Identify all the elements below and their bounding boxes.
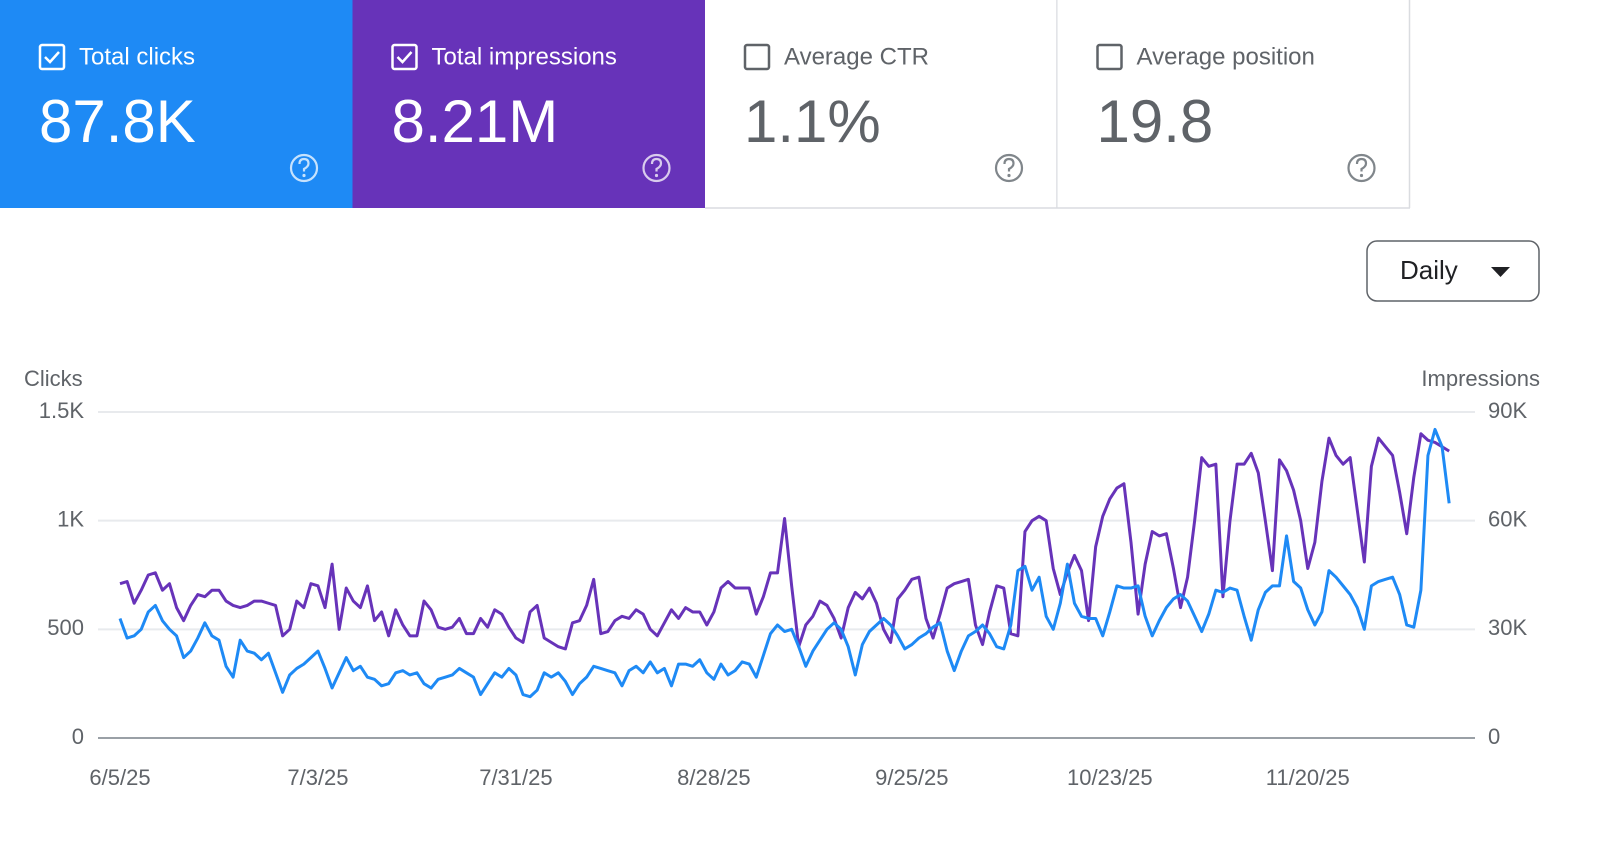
help-dot (1359, 173, 1364, 178)
metric-card[interactable]: Total impressions 8.21M (352, 0, 706, 208)
x-tick-label: 8/28/25 (677, 765, 750, 790)
help-circle[interactable] (994, 153, 1024, 183)
card-value: 1.1% (744, 88, 881, 155)
card-background[interactable] (705, 0, 1058, 208)
card-value: 8.21M (392, 88, 559, 155)
checkbox[interactable] (1096, 43, 1123, 71)
y-tick-label: 0 (72, 724, 84, 749)
help-icon[interactable] (994, 153, 1024, 183)
y-tick-label: 1K (57, 506, 84, 531)
checkbox[interactable] (391, 43, 418, 71)
y-tick-label: 60K (1488, 506, 1527, 531)
card-background[interactable] (1057, 0, 1411, 208)
checkmark (44, 51, 60, 64)
help-icon[interactable] (642, 153, 671, 183)
help-mark (1355, 157, 1368, 172)
help-circle[interactable] (1347, 153, 1376, 183)
x-tick-label: 6/5/25 (89, 765, 150, 790)
card-label: Total impressions (432, 43, 617, 70)
metric-card[interactable]: Average CTR 1.1% (705, 0, 1058, 209)
card-label: Average CTR (784, 43, 929, 70)
x-tick-label: 9/25/25 (875, 765, 948, 790)
checkmark (396, 51, 413, 64)
help-circle[interactable] (642, 153, 671, 183)
help-icon[interactable] (1347, 153, 1376, 183)
card-value: 87.8K (39, 88, 196, 155)
help-dot (654, 173, 659, 178)
checkbox[interactable] (743, 43, 771, 71)
card-label: Total clicks (79, 43, 195, 70)
series-line (119, 432, 1450, 651)
help-dot (302, 173, 306, 178)
y-tick-label: 0 (1488, 724, 1500, 749)
dropdown-box[interactable] (1366, 240, 1540, 302)
x-tick-label: 11/20/25 (1266, 765, 1350, 790)
help-mark (1003, 157, 1015, 172)
metric-card[interactable]: Average position 19.8 (1057, 0, 1411, 209)
y-tick-label: 1.5K (39, 398, 85, 423)
y-tick-label: 30K (1488, 615, 1527, 640)
help-circle[interactable] (289, 153, 319, 183)
help-mark (298, 157, 310, 172)
card-background[interactable] (0, 0, 353, 208)
card-value: 19.8 (1097, 88, 1214, 155)
dropdown-label[interactable]: Daily (1400, 255, 1458, 285)
y-tick-label: 500 (47, 615, 84, 640)
y2-axis-title: Impressions (1421, 366, 1540, 391)
metric-card[interactable]: Total clicks 87.8K (0, 0, 353, 208)
x-tick-label: 7/31/25 (479, 765, 552, 790)
period-dropdown[interactable]: Daily (1366, 240, 1540, 302)
x-tick-label: 10/23/25 (1067, 765, 1153, 790)
dropdown-arrow[interactable] (1491, 267, 1510, 277)
help-mark (650, 157, 663, 172)
card-background[interactable] (352, 0, 706, 208)
card-label: Average position (1137, 43, 1315, 70)
y-tick-label: 90K (1488, 398, 1527, 423)
y-axis-title: Clicks (24, 366, 83, 391)
help-icon[interactable] (289, 153, 319, 183)
checkbox[interactable] (38, 43, 66, 71)
series-line (118, 427, 1451, 699)
help-dot (1007, 173, 1011, 178)
x-tick-label: 7/3/25 (287, 765, 348, 790)
